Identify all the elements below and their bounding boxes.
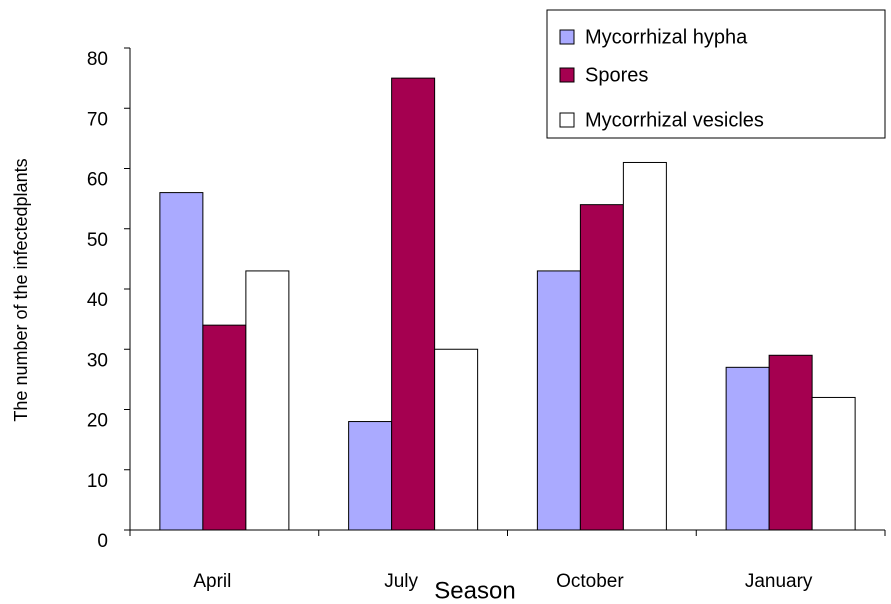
y-axis-title: The number of the infectedplants: [11, 158, 31, 421]
legend-label: Spores: [585, 64, 648, 86]
y-tick-label: 20: [87, 411, 108, 432]
legend-box: [546, 9, 886, 139]
y-tick-label: 50: [87, 230, 108, 251]
x-tick-label: October: [556, 571, 624, 592]
y-tick-label: 80: [87, 49, 108, 70]
bar: [811, 396, 856, 531]
legend-swatch: [559, 112, 575, 128]
legend-label: Mycorrhizal vesicles: [585, 109, 764, 131]
bar: [725, 366, 770, 531]
x-tick-label: July: [384, 571, 418, 592]
bar: [159, 192, 204, 531]
y-tick-label: 0: [97, 531, 108, 552]
bar: [348, 421, 393, 531]
bar: [245, 270, 290, 531]
bar: [579, 204, 624, 531]
y-tick-label: 30: [87, 350, 108, 371]
legend-swatch: [559, 67, 575, 83]
bar: [434, 348, 479, 531]
y-tick-label: 60: [87, 170, 108, 191]
y-tick-label: 70: [87, 109, 108, 130]
bar: [536, 270, 581, 531]
bar: [622, 161, 667, 531]
x-tick-label: April: [193, 571, 231, 592]
bar: [391, 77, 436, 531]
y-tick-label: 10: [87, 471, 108, 492]
bar: [768, 354, 813, 531]
bar: [202, 324, 247, 531]
legend-swatch: [559, 29, 575, 45]
x-axis-title: Season: [434, 577, 515, 604]
y-tick-label: 40: [87, 290, 108, 311]
x-tick-label: January: [745, 571, 813, 592]
legend-label: Mycorrhizal hypha: [585, 26, 748, 48]
